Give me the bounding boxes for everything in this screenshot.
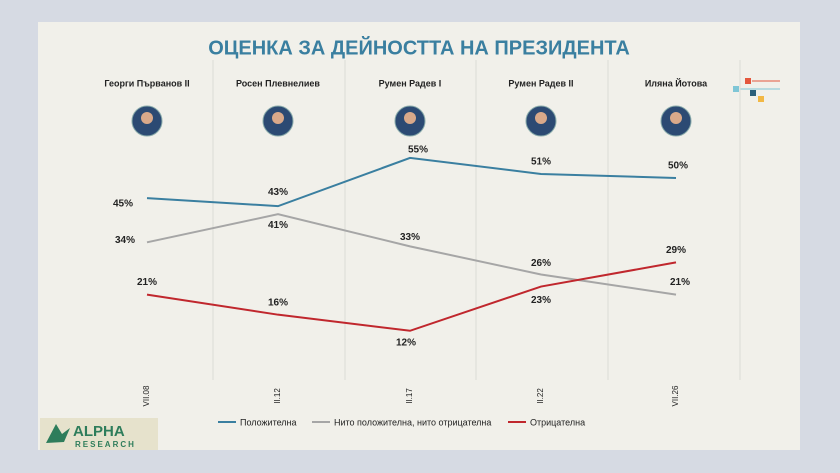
data-label: 12%: [396, 337, 416, 348]
x-tick-label: II.12: [273, 388, 282, 404]
legend-label: Нито положителна, нито отрицателна: [334, 417, 491, 427]
portrait-face: [141, 112, 153, 124]
portrait-face: [535, 112, 547, 124]
portrait-face: [404, 112, 416, 124]
portrait-face: [272, 112, 284, 124]
x-tick-label: VII.08: [142, 385, 151, 406]
data-label: 41%: [268, 220, 288, 231]
data-label: 21%: [137, 277, 157, 288]
president-name: Иляна Йотова: [645, 77, 708, 88]
x-tick-label: II.17: [405, 388, 414, 404]
data-label: 29%: [666, 245, 686, 256]
data-label: 33%: [400, 232, 420, 243]
line: [146, 156, 677, 208]
data-label: 34%: [115, 235, 135, 246]
logo-text: ALPHA: [73, 423, 125, 440]
deco: [733, 78, 780, 102]
line: [146, 261, 677, 332]
legend-label: Отрицателна: [530, 417, 585, 427]
data-label: 51%: [531, 157, 551, 168]
president-name: Румен Радев I: [379, 78, 442, 88]
data-label: 26%: [531, 258, 551, 269]
data-label: 43%: [268, 187, 288, 198]
data-label: 45%: [113, 199, 133, 210]
data-label: 50%: [668, 161, 688, 172]
data-label: 21%: [670, 277, 690, 288]
data-label: 55%: [408, 145, 428, 156]
data-label: 16%: [268, 297, 288, 308]
panel: [38, 22, 800, 450]
logo-icon: [46, 424, 70, 443]
president-name: Росен Плевнелиев: [236, 78, 320, 88]
line: [146, 213, 677, 296]
x-tick-label: II.22: [536, 388, 545, 404]
x-tick-label: VII.26: [671, 385, 680, 406]
chart-title: ОЦЕНКА ЗА ДЕЙНОСТТА НА ПРЕЗИДЕНТА: [208, 35, 630, 59]
president-name: Георги Първанов II: [104, 78, 189, 88]
data-label: 23%: [531, 295, 551, 306]
legend-label: Положителна: [240, 417, 297, 427]
portrait-face: [670, 112, 682, 124]
president-name: Румен Радев II: [508, 78, 573, 88]
logo-subtext: RESEARCH: [75, 440, 136, 449]
